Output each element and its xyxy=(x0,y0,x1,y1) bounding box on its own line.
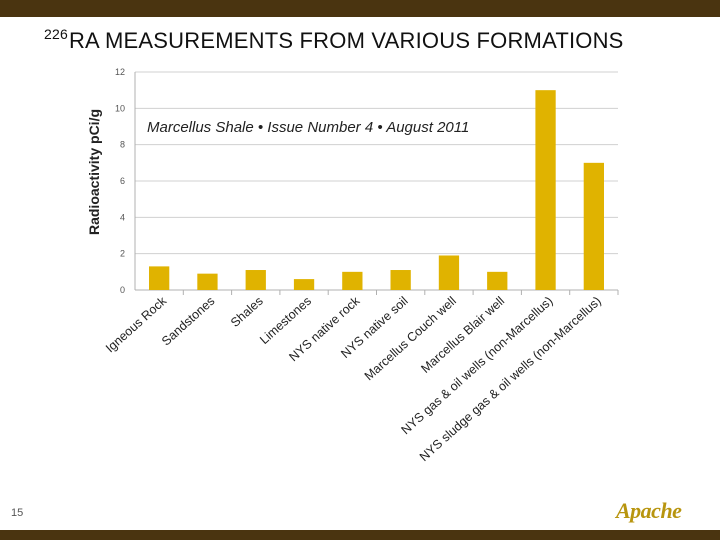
x-tick-label: Marcellus Couch well xyxy=(362,294,459,383)
chart-annotation: Marcellus Shale • Issue Number 4 • Augus… xyxy=(147,119,469,136)
y-tick-label: 0 xyxy=(120,285,125,295)
y-tick-label: 8 xyxy=(120,140,125,150)
x-tick-label: Sandstones xyxy=(159,294,217,349)
bar xyxy=(487,271,508,290)
x-tick-label: Igneous Rock xyxy=(103,293,170,355)
bar xyxy=(197,273,218,290)
bar xyxy=(293,279,315,290)
x-tick-label: Shales xyxy=(228,294,266,330)
bar xyxy=(149,266,170,290)
title-superscript: 226 xyxy=(44,26,68,42)
y-tick-label: 10 xyxy=(115,103,125,113)
bars xyxy=(149,90,604,291)
slide-title: 226RA MEASUREMENTS FROM VARIOUS FORMATIO… xyxy=(44,26,704,54)
bar xyxy=(390,270,411,290)
y-tick-label: 12 xyxy=(115,67,125,77)
bar xyxy=(342,271,363,290)
x-tick-label: NYS sludge gas & oil wells (non-Marcellu… xyxy=(417,294,604,464)
y-tick-label: 2 xyxy=(120,249,125,259)
apache-logo: Apache xyxy=(616,498,682,523)
bar xyxy=(245,270,266,290)
bar xyxy=(535,90,556,291)
bar xyxy=(438,255,460,290)
y-tick-label: 4 xyxy=(120,212,125,222)
y-axis-ticks: 0 2 4 6 8 10 12 xyxy=(115,67,125,295)
y-tick-label: 6 xyxy=(120,176,125,186)
y-axis-label: Radioactivity pCi/g xyxy=(86,109,102,235)
footer-bar xyxy=(0,530,720,540)
x-tick-label: Marcellus Blair well xyxy=(418,294,507,376)
header-bar xyxy=(0,0,720,17)
page-number: 15 xyxy=(11,507,24,519)
title-text: RA MEASUREMENTS FROM VARIOUS FORMATIONS xyxy=(68,28,624,53)
bar xyxy=(583,162,604,290)
